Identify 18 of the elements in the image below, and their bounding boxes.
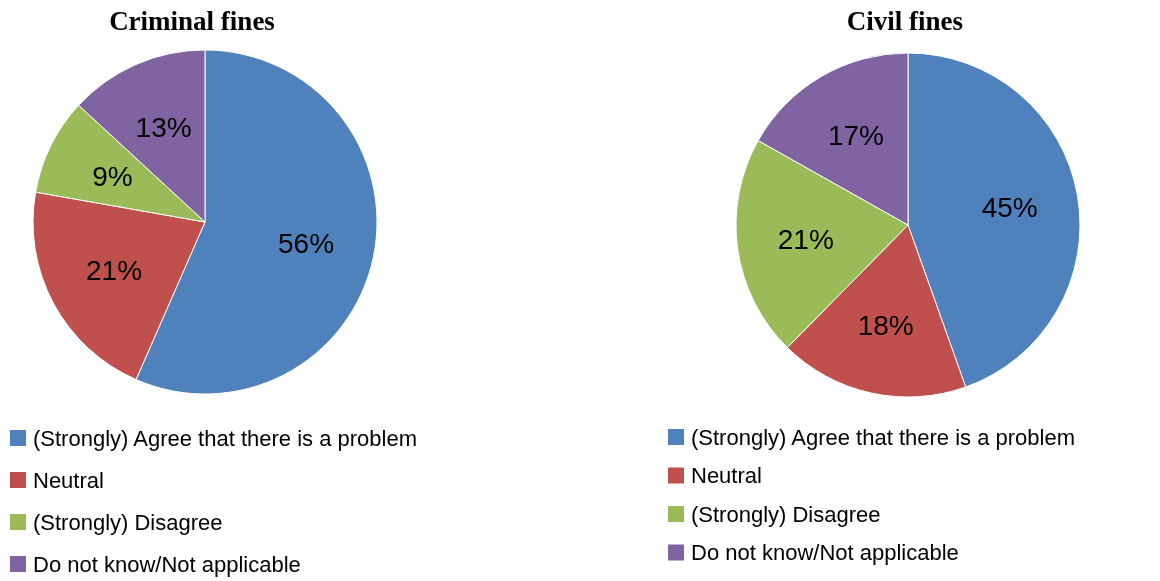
legend-label: (Strongly) Agree that there is a problem bbox=[33, 425, 417, 451]
chart-title: Criminal fines bbox=[109, 6, 275, 36]
legend-label: (Strongly) Disagree bbox=[33, 509, 223, 535]
legend-label: Do not know/Not applicable bbox=[691, 540, 959, 565]
legend-label: Do not know/Not applicable bbox=[33, 551, 301, 577]
data-label: 56% bbox=[277, 227, 335, 259]
legend-label: (Strongly) Agree that there is a problem bbox=[691, 424, 1075, 450]
legend-label: Neutral bbox=[33, 467, 104, 493]
data-label: 13% bbox=[135, 111, 192, 143]
chart-title: Civil fines bbox=[846, 6, 964, 36]
legend-label: Neutral bbox=[691, 463, 762, 488]
data-label: 21% bbox=[777, 223, 834, 255]
data-label: 9% bbox=[92, 160, 133, 192]
data-label: 21% bbox=[86, 255, 143, 287]
data-label: 18% bbox=[857, 310, 914, 342]
data-label: 45% bbox=[981, 191, 1038, 223]
data-label: 17% bbox=[827, 120, 884, 152]
legend-label: (Strongly) Disagree bbox=[691, 501, 881, 527]
